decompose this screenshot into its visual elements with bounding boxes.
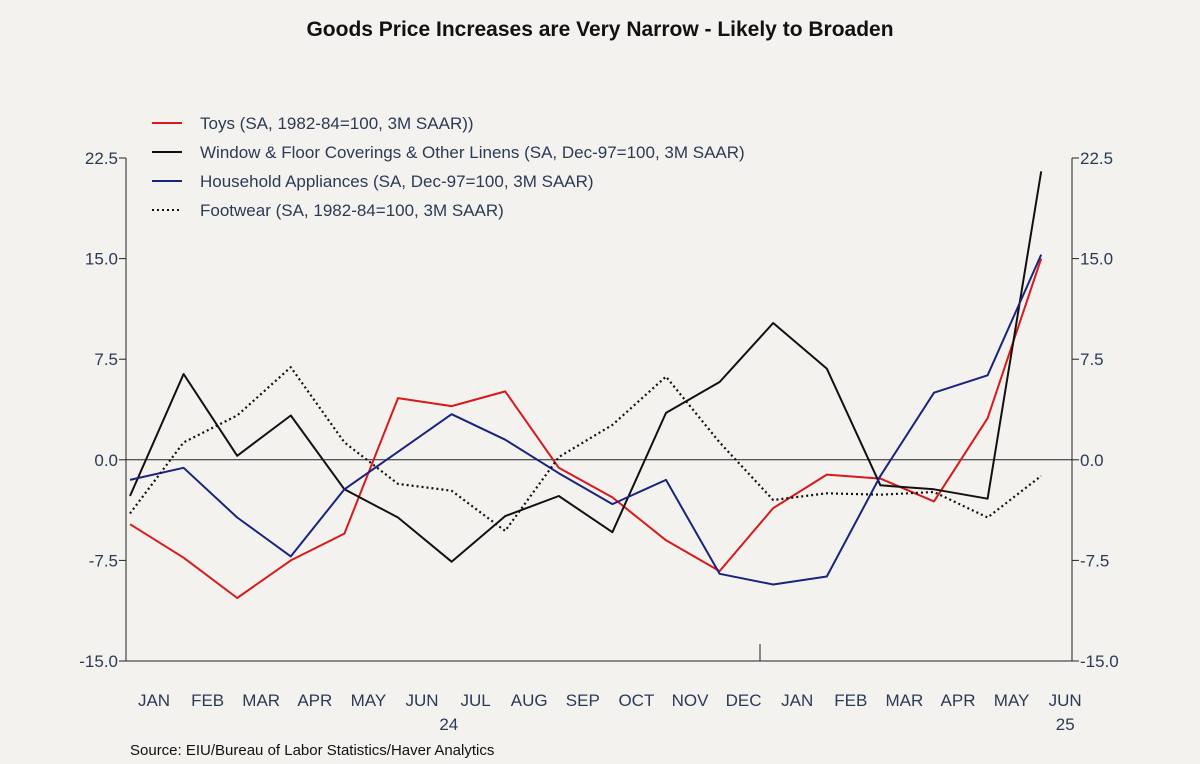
x-tick-label: JUN [405,691,438,710]
left-tick-label: 15.0 [85,250,118,269]
x-tick-label: MAY [351,691,387,710]
left-y-ticks: 22.5 15.0 7.5 0.0 -7.5 -15.0 [79,149,126,671]
x-tick-label: AUG [511,691,548,710]
x-tick-label: JAN [781,691,813,710]
x-tick-label: JUL [460,691,490,710]
right-tick-label: 22.5 [1080,149,1113,168]
right-tick-label: -7.5 [1080,551,1109,570]
x-axis-labels: JAN FEB MAR APR MAY JUN JUL AUG SEP OCT NOV DEC JAN F… [138,691,1082,710]
x-tick-label: FEB [834,691,867,710]
x-tick-label: APR [297,691,332,710]
series-line-3 [129,254,1043,586]
year-label: 25 [1056,715,1075,734]
x-tick-label: FEB [191,691,224,710]
series-line-1 [129,258,1043,599]
series-line-2 [129,171,1043,563]
source-note: Source: EIU/Bureau of Labor Statistics/H… [130,742,494,759]
left-tick-label: -15.0 [79,652,118,671]
right-y-ticks: 22.5 15.0 7.5 0.0 -7.5 -15.0 [1072,149,1119,671]
x-tick-label: NOV [672,691,710,710]
x-tick-label: JAN [138,691,170,710]
left-tick-label: 22.5 [85,149,118,168]
x-tick-label: MAR [886,691,924,710]
right-tick-label: 0.0 [1080,451,1104,470]
x-tick-label: OCT [618,691,654,710]
left-tick-label: 7.5 [94,350,118,369]
x-tick-label: MAY [994,691,1030,710]
chart-title: Goods Price Increases are Very Narrow - … [306,18,893,41]
right-tick-label: -15.0 [1080,652,1119,671]
year-label: 24 [439,715,458,734]
x-tick-label: SEP [566,691,600,710]
year-labels: 24 25 [439,715,1074,734]
legend-label: Household Appliances (SA, Dec-97=100, 3M… [200,172,594,191]
legend-label: Toys (SA, 1982-84=100, 3M SAAR)) [200,114,474,133]
legend: Toys (SA, 1982-84=100, 3M SAAR)) Window &… [152,114,745,220]
series-lines [129,171,1043,599]
x-tick-label: MAR [242,691,280,710]
x-tick-label: APR [941,691,976,710]
right-tick-label: 7.5 [1080,350,1104,369]
legend-label: Footwear (SA, 1982-84=100, 3M SAAR) [200,201,504,220]
right-tick-label: 15.0 [1080,250,1113,269]
legend-label: Window & Floor Coverings & Other Linens … [200,143,745,162]
x-tick-label: JUN [1049,691,1082,710]
series-line-4 [129,366,1042,533]
x-tick-label: DEC [726,691,762,710]
left-tick-label: -7.5 [89,551,118,570]
left-tick-label: 0.0 [94,451,118,470]
